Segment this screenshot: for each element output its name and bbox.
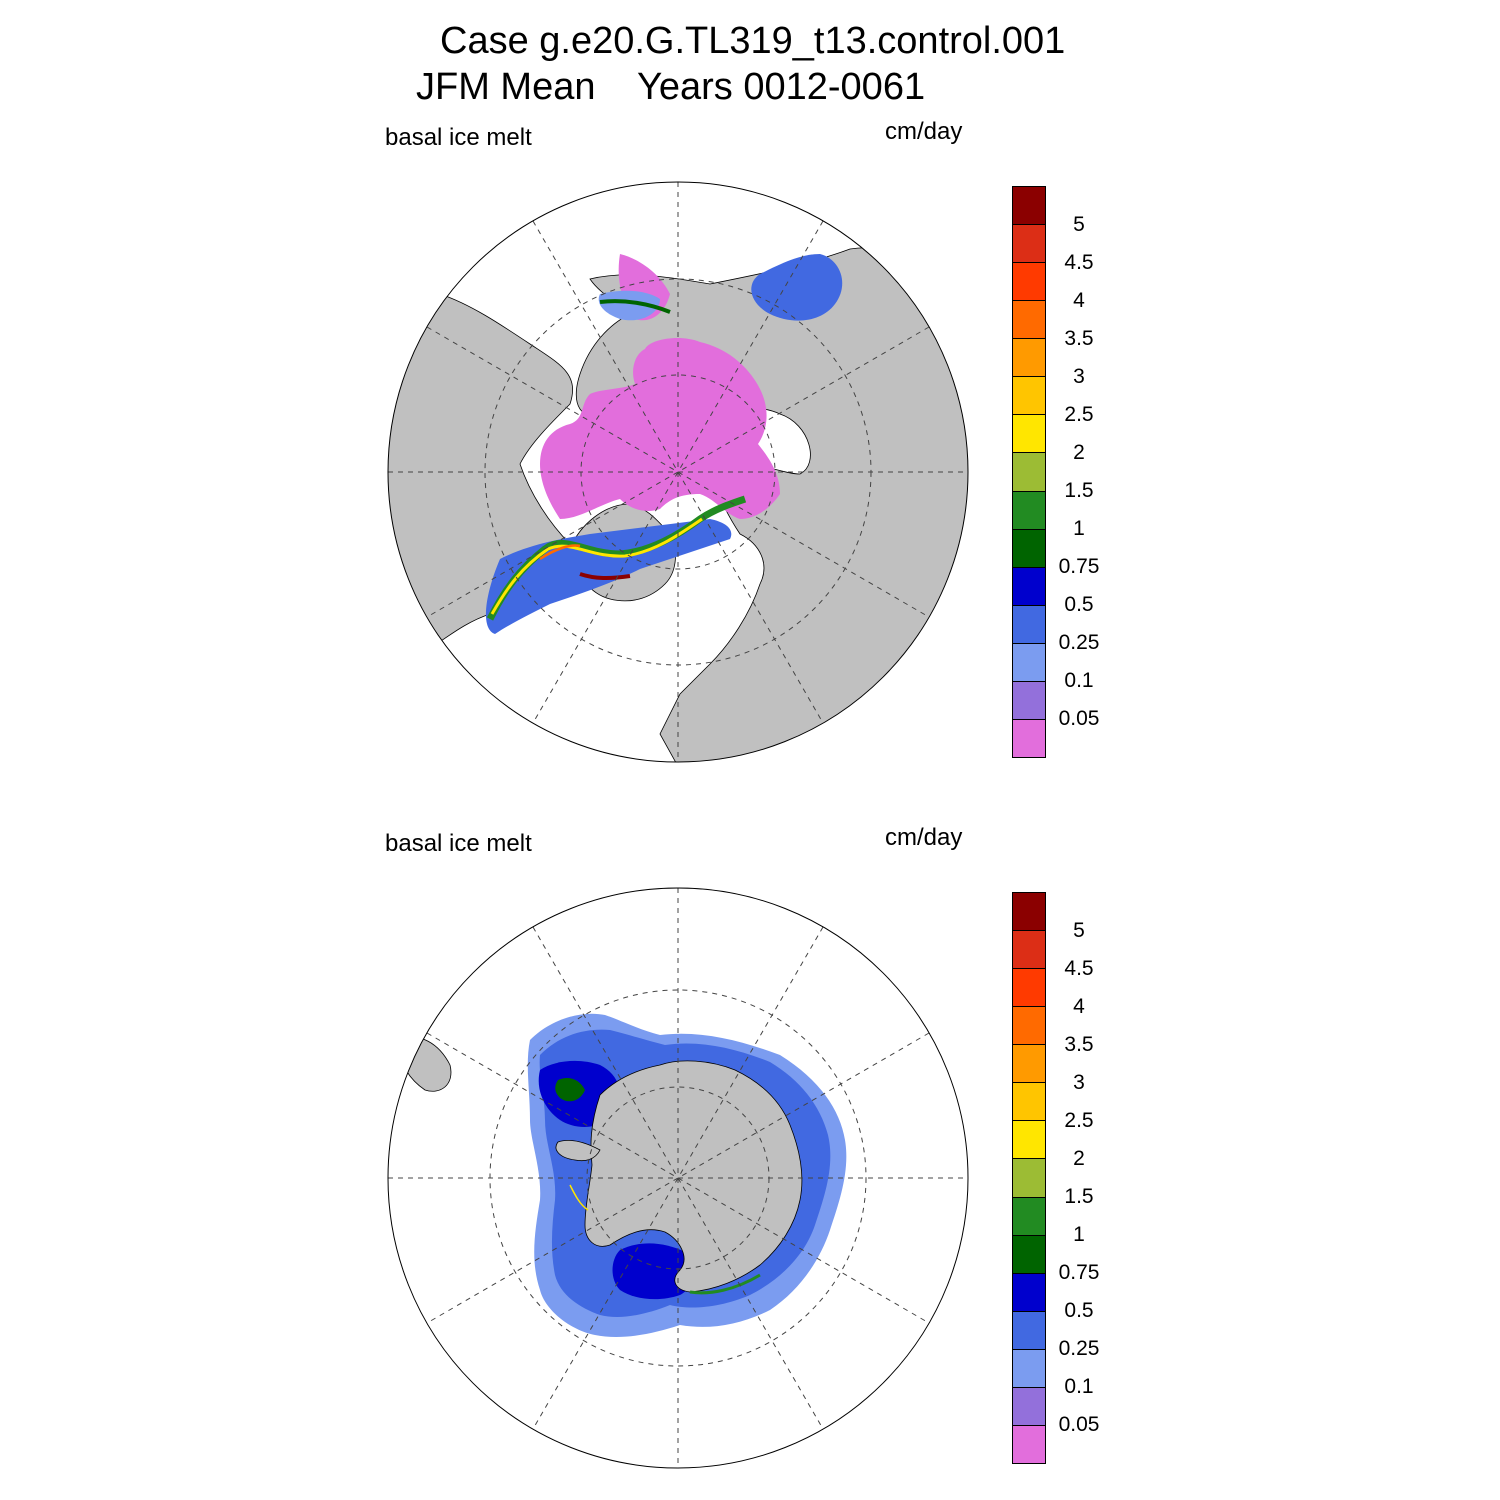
colorbar-box — [1013, 969, 1045, 1008]
colorbar-box — [1013, 377, 1045, 416]
north-colorbar-label: 4 — [1073, 289, 1085, 312]
north-colorbar-label: 3 — [1073, 365, 1085, 388]
north-melt-edge-pacific — [599, 299, 671, 314]
north-melt-edge-red — [579, 572, 631, 581]
north-colorbar-label: 0.05 — [1058, 707, 1100, 730]
south-colorbar-label: 2.5 — [1064, 1109, 1094, 1132]
north-colorbar — [1012, 186, 1046, 758]
colorbar-box — [1013, 1235, 1045, 1274]
north-colorbar-label: 2.5 — [1064, 403, 1094, 426]
colorbar-box — [1013, 1197, 1045, 1236]
north-colorbar-label: 3.5 — [1064, 327, 1094, 350]
north-colorbar-label: 0.5 — [1064, 593, 1094, 616]
north-units-label: cm/day — [885, 118, 963, 145]
north-colorbar-label: 4.5 — [1064, 251, 1094, 274]
colorbar-box — [1013, 1273, 1045, 1312]
north-polar-map — [387, 181, 969, 763]
south-colorbar-label: 2 — [1073, 1147, 1085, 1170]
south-colorbar-label: 1 — [1073, 1223, 1085, 1246]
figure-title-case: Case g.e20.G.TL319_t13.control.001 — [440, 20, 1066, 62]
colorbar-box — [1013, 1083, 1045, 1122]
south-colorbar-label: 3.5 — [1064, 1033, 1094, 1056]
south-melt-coast-yellow — [569, 1184, 589, 1211]
colorbar-box — [1013, 1311, 1045, 1350]
colorbar-box — [1013, 491, 1045, 530]
north-melt-margin-pacific — [751, 254, 843, 321]
colorbar-box — [1013, 643, 1045, 682]
south-colorbar-label: 0.25 — [1058, 1337, 1100, 1360]
colorbar-box — [1013, 567, 1045, 606]
colorbar-box — [1013, 225, 1045, 264]
colorbar-box — [1013, 931, 1045, 970]
colorbar-box — [1013, 681, 1045, 720]
south-melt-coast-green — [689, 1273, 761, 1295]
colorbar-box — [1013, 301, 1045, 340]
south-graticule — [388, 888, 968, 1468]
south-melt-ross-dark — [612, 1243, 696, 1300]
north-sea-ice-core — [540, 338, 780, 519]
colorbar-box — [1013, 529, 1045, 568]
colorbar-box — [1013, 719, 1045, 757]
north-colorbar-label: 2 — [1073, 441, 1085, 464]
south-colorbar — [1012, 892, 1046, 1464]
north-colorbar-label: 0.25 — [1058, 631, 1100, 654]
south-melt-weddell-green — [555, 1078, 585, 1102]
north-colorbar-label: 5 — [1073, 213, 1085, 236]
north-melt-margin-okhotsk — [598, 290, 660, 321]
colorbar-box — [1013, 1349, 1045, 1388]
colorbar-box — [1013, 605, 1045, 644]
north-melt-edge-orange — [539, 544, 581, 561]
colorbar-box — [1013, 339, 1045, 378]
colorbar-box — [1013, 1425, 1045, 1463]
colorbar-box — [1013, 187, 1045, 226]
colorbar-box — [1013, 1387, 1045, 1426]
south-colorbar-label: 4.5 — [1064, 957, 1094, 980]
south-map-border — [387, 887, 969, 1469]
colorbar-box — [1013, 893, 1045, 932]
north-colorbar-label: 0.1 — [1064, 669, 1094, 692]
colorbar-box — [1013, 1007, 1045, 1046]
north-field-label: basal ice melt — [385, 124, 532, 151]
colorbar-box — [1013, 1121, 1045, 1160]
north-colorbar-label: 1.5 — [1064, 479, 1094, 502]
south-colorbar-label: 0.1 — [1064, 1375, 1094, 1398]
south-colorbar-label: 5 — [1073, 919, 1085, 942]
south-colorbar-label: 4 — [1073, 995, 1085, 1018]
north-colorbar-label: 1 — [1073, 517, 1085, 540]
south-field-label: basal ice melt — [385, 830, 532, 857]
south-land-antarctica — [584, 1060, 803, 1293]
colorbar-box — [1013, 1045, 1045, 1084]
south-colorbar-label: 0.5 — [1064, 1299, 1094, 1322]
south-colorbar-label: 3 — [1073, 1071, 1085, 1094]
colorbar-box — [1013, 1159, 1045, 1198]
south-colorbar-label: 0.05 — [1058, 1413, 1100, 1436]
south-polar-map — [387, 887, 969, 1469]
south-colorbar-label: 1.5 — [1064, 1185, 1094, 1208]
colorbar-box — [1013, 453, 1045, 492]
north-colorbar-label: 0.75 — [1058, 555, 1100, 578]
colorbar-box — [1013, 263, 1045, 302]
north-map-border — [387, 181, 969, 763]
south-units-label: cm/day — [885, 824, 963, 851]
figure-title-period: JFM Mean Years 0012-0061 — [416, 66, 926, 108]
north-graticule — [388, 182, 968, 762]
colorbar-box — [1013, 415, 1045, 454]
south-colorbar-label: 0.75 — [1058, 1261, 1100, 1284]
